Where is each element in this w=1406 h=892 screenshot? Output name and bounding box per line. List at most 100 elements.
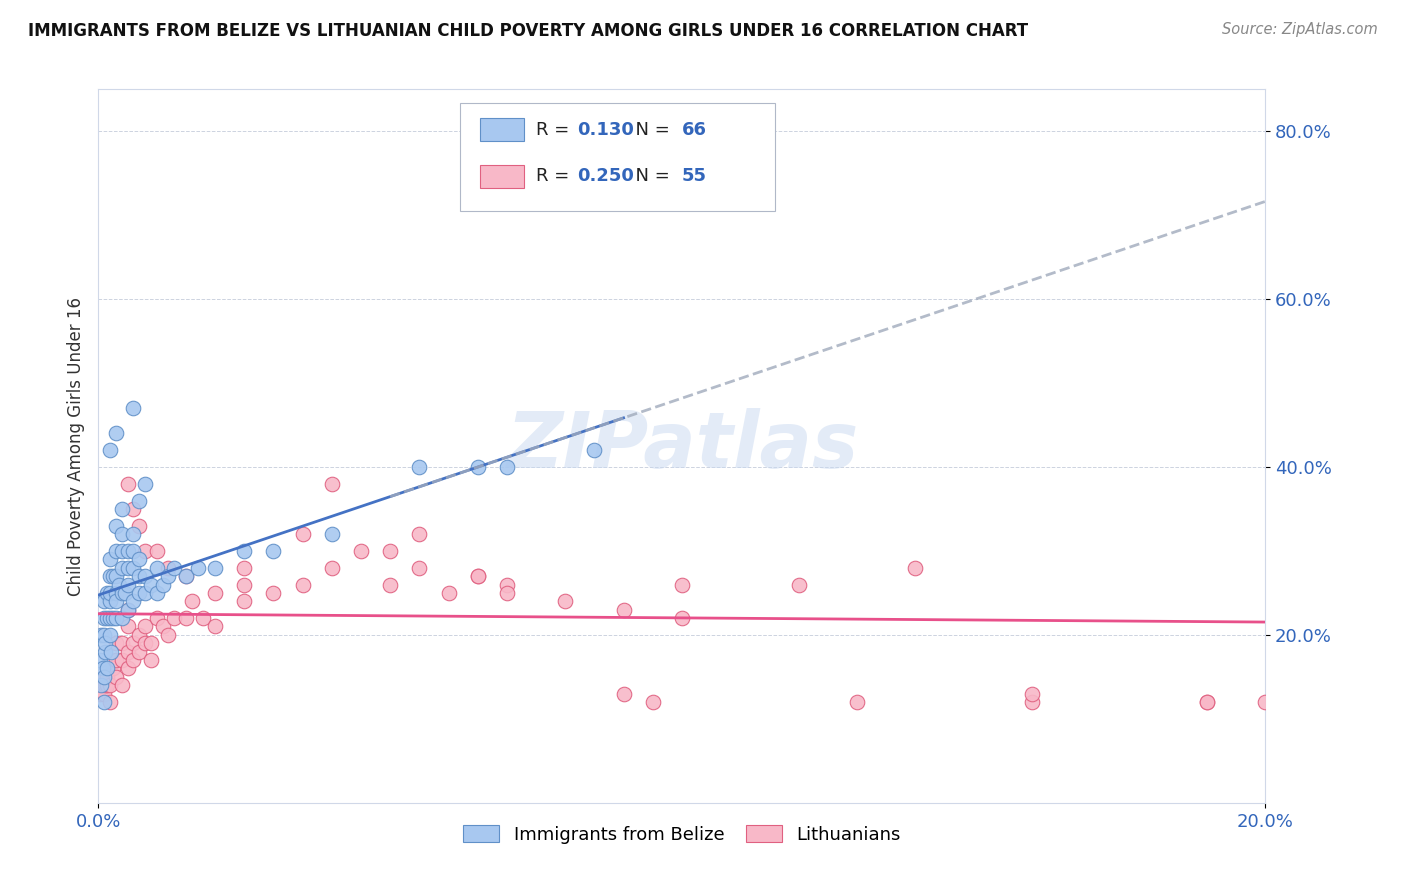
Point (96, 678, 118, 692)
Point (671, 611, 693, 625)
Point (111, 502, 134, 516)
Point (180, 594, 202, 608)
Point (204, 619, 226, 633)
Point (134, 569, 156, 583)
Point (98, 443, 121, 458)
Point (104, 594, 127, 608)
Point (204, 586, 226, 600)
Text: R =: R = (536, 121, 575, 139)
Point (98, 678, 121, 692)
Point (1021, 687, 1043, 701)
Point (96, 661, 118, 675)
Point (583, 124, 606, 138)
Point (96, 670, 118, 684)
Point (93, 594, 115, 608)
Point (101, 611, 124, 625)
Point (128, 569, 150, 583)
Point (111, 560, 134, 574)
Point (122, 594, 145, 608)
Point (111, 544, 134, 558)
Point (122, 653, 145, 667)
Point (233, 594, 256, 608)
Text: IMMIGRANTS FROM BELIZE VS LITHUANIAN CHILD POVERTY AMONG GIRLS UNDER 16 CORRELAT: IMMIGRANTS FROM BELIZE VS LITHUANIAN CHI… (28, 22, 1028, 40)
Point (904, 560, 927, 574)
Point (104, 544, 127, 558)
Point (1195, 695, 1218, 709)
Point (787, 577, 810, 591)
Point (93, 695, 115, 709)
Point (98, 611, 121, 625)
Point (122, 401, 145, 416)
Point (98, 628, 121, 642)
Point (380, 577, 402, 591)
Point (90, 678, 112, 692)
Point (114, 586, 136, 600)
Point (94, 636, 117, 650)
Point (117, 603, 139, 617)
Point (1195, 695, 1218, 709)
Point (233, 560, 256, 574)
Point (467, 569, 489, 583)
Point (91, 661, 114, 675)
Point (104, 426, 127, 441)
Point (321, 476, 343, 491)
Point (139, 636, 162, 650)
Point (671, 577, 693, 591)
Point (139, 653, 162, 667)
Point (117, 476, 139, 491)
Point (108, 577, 131, 591)
Point (111, 678, 134, 692)
Point (98, 569, 121, 583)
Point (128, 628, 150, 642)
Y-axis label: Child Poverty Among Girls Under 16: Child Poverty Among Girls Under 16 (66, 296, 84, 596)
Point (146, 544, 169, 558)
Point (111, 636, 134, 650)
Point (583, 443, 606, 458)
Point (128, 552, 150, 566)
Text: N =: N = (624, 121, 675, 139)
Point (104, 653, 127, 667)
Point (408, 560, 430, 574)
Point (152, 619, 174, 633)
Point (233, 544, 256, 558)
Text: 0.250: 0.250 (576, 168, 634, 186)
Point (117, 577, 139, 591)
Point (134, 544, 156, 558)
Point (437, 586, 460, 600)
Point (93, 687, 115, 701)
Point (122, 502, 145, 516)
Point (134, 586, 156, 600)
Point (90, 678, 112, 692)
Text: 55: 55 (682, 168, 707, 186)
Point (117, 603, 139, 617)
Point (321, 560, 343, 574)
Point (104, 636, 127, 650)
Point (174, 569, 197, 583)
Point (93, 628, 115, 642)
Point (321, 527, 343, 541)
Point (146, 586, 169, 600)
Point (128, 645, 150, 659)
Point (93, 670, 115, 684)
Text: 0.130: 0.130 (576, 121, 634, 139)
Point (117, 661, 139, 675)
Point (94, 678, 117, 692)
Point (117, 560, 139, 574)
Point (612, 687, 634, 701)
Point (134, 619, 156, 633)
Point (846, 695, 869, 709)
Point (496, 460, 519, 475)
Text: 66: 66 (682, 121, 707, 139)
Point (104, 569, 127, 583)
Point (146, 560, 169, 574)
Point (146, 611, 169, 625)
Point (193, 611, 215, 625)
Text: ZIPatlas: ZIPatlas (506, 408, 858, 484)
Point (380, 544, 402, 558)
FancyBboxPatch shape (479, 119, 524, 141)
Point (152, 577, 174, 591)
Point (157, 569, 180, 583)
Point (467, 460, 489, 475)
Point (101, 661, 124, 675)
Point (496, 577, 519, 591)
